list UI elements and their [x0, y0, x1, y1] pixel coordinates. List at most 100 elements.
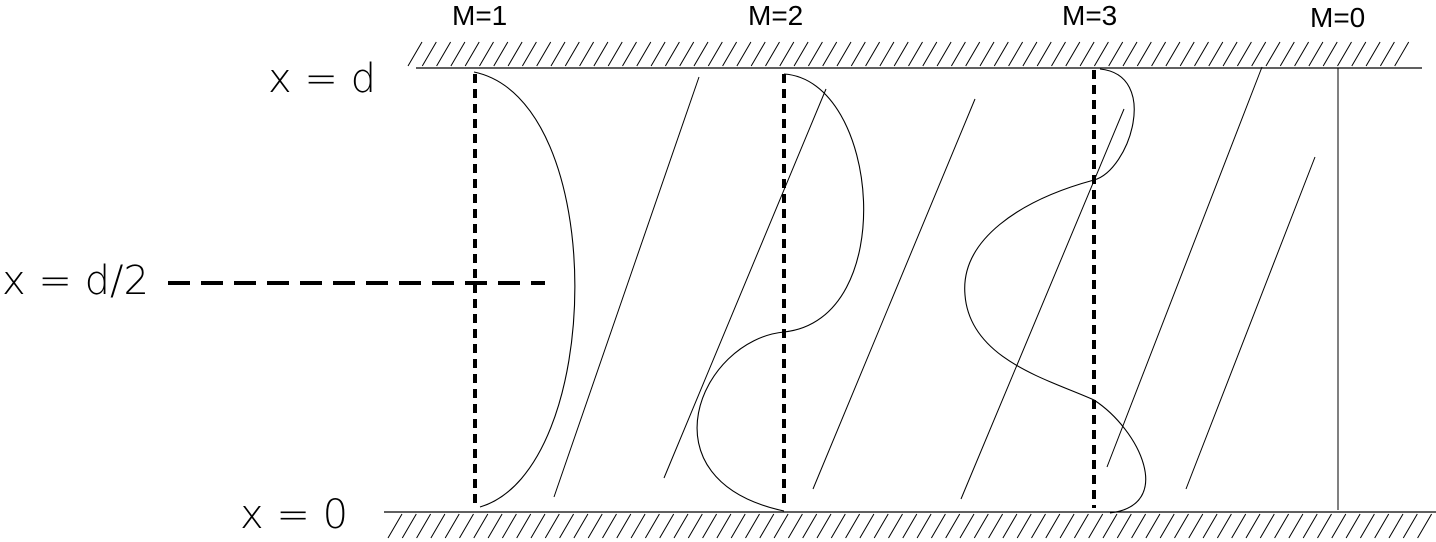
hatch-stroke	[387, 513, 403, 539]
hatch-stroke	[902, 513, 918, 539]
ray-line	[1106, 66, 1263, 468]
axis-label-bottom: x = 0	[240, 492, 348, 538]
hatch-stroke	[1359, 513, 1375, 539]
ray-line	[553, 76, 700, 498]
hatch-stroke	[822, 41, 838, 67]
hatch-stroke	[816, 513, 832, 539]
axis-label-middle: x = d/2	[2, 258, 149, 304]
hatch-stroke	[1231, 513, 1247, 539]
hatch-stroke	[908, 41, 923, 67]
ray-line	[812, 98, 976, 490]
hatch-stroke	[1145, 513, 1161, 539]
field-profile-m2	[696, 73, 865, 512]
hatch-stroke	[1108, 41, 1124, 67]
hatch-stroke	[673, 513, 689, 539]
hatch-stroke	[1365, 41, 1381, 67]
hatch-stroke	[636, 41, 652, 67]
hatch-stroke	[536, 41, 552, 67]
hatch-stroke	[1274, 513, 1290, 539]
hatch-stroke	[1159, 513, 1175, 539]
hatch-stroke	[850, 41, 866, 67]
ray-line	[663, 88, 827, 479]
hatch-stroke	[802, 513, 818, 539]
hatch-stroke	[644, 513, 660, 539]
hatch-stroke	[693, 41, 709, 67]
hatch-stroke	[1251, 41, 1267, 67]
hatch-stroke	[416, 513, 432, 539]
hatch-stroke	[836, 41, 852, 67]
hatch-stroke	[407, 41, 423, 67]
hatch-stroke	[1322, 41, 1338, 67]
bottom-wall-hatching	[387, 513, 1433, 539]
hatch-stroke	[1236, 41, 1252, 67]
hatch-stroke	[1331, 513, 1347, 539]
ray-line	[1185, 156, 1316, 490]
hatch-stroke	[865, 41, 881, 67]
hatch-stroke	[707, 41, 723, 67]
hatch-stroke	[1045, 513, 1061, 539]
hatch-stroke	[1194, 41, 1209, 67]
hatch-stroke	[1102, 513, 1118, 539]
hatch-stroke	[936, 41, 952, 67]
hatch-stroke	[1059, 513, 1075, 539]
hatch-stroke	[1179, 41, 1195, 67]
hatch-stroke	[1222, 41, 1238, 67]
hatch-stroke	[893, 41, 909, 67]
hatch-stroke	[1351, 41, 1367, 67]
hatch-stroke	[450, 41, 466, 67]
field-profile-m3	[964, 68, 1147, 514]
hatch-stroke	[1202, 513, 1218, 539]
hatch-stroke	[1279, 41, 1295, 67]
hatch-stroke	[988, 513, 1004, 539]
hatch-stroke	[716, 513, 732, 539]
hatch-stroke	[1208, 41, 1224, 67]
hatch-stroke	[564, 41, 580, 67]
hatch-stroke	[765, 41, 780, 67]
hatch-stroke	[830, 513, 846, 539]
hatch-stroke	[559, 513, 575, 539]
hatch-stroke	[501, 513, 517, 539]
hatch-stroke	[702, 513, 718, 539]
hatch-stroke	[1088, 513, 1104, 539]
hatch-stroke	[745, 513, 760, 539]
hatch-stroke	[1265, 41, 1281, 67]
hatch-stroke	[1379, 41, 1395, 67]
hatch-stroke	[1136, 41, 1152, 67]
hatch-stroke	[516, 513, 532, 539]
hatch-stroke	[859, 513, 875, 539]
axis-label-top: x = d	[268, 56, 376, 102]
hatch-stroke	[879, 41, 895, 67]
hatch-stroke	[664, 41, 680, 67]
hatch-stroke	[930, 513, 946, 539]
hatch-stroke	[1188, 513, 1204, 539]
hatch-stroke	[779, 41, 795, 67]
hatch-stroke	[1122, 41, 1138, 67]
hatch-stroke	[1245, 513, 1261, 539]
hatch-stroke	[401, 513, 417, 539]
hatch-stroke	[1374, 513, 1390, 539]
hatch-stroke	[530, 513, 546, 539]
hatch-stroke	[587, 513, 603, 539]
hatch-stroke	[736, 41, 752, 67]
hatch-stroke	[793, 41, 809, 67]
hatch-stroke	[473, 513, 489, 539]
hatch-stroke	[544, 513, 560, 539]
hatch-stroke	[421, 41, 437, 67]
hatch-stroke	[1065, 41, 1081, 67]
hatch-stroke	[1288, 513, 1304, 539]
hatch-stroke	[730, 513, 746, 539]
hatch-stroke	[1131, 513, 1147, 539]
hatch-stroke	[959, 513, 975, 539]
hatch-stroke	[1165, 41, 1181, 67]
hatch-stroke	[607, 41, 623, 67]
hatch-stroke	[973, 513, 989, 539]
hatch-stroke	[945, 513, 961, 539]
hatch-stroke	[1002, 513, 1018, 539]
hatch-stroke	[722, 41, 738, 67]
hatch-stroke	[616, 513, 632, 539]
hatch-stroke	[1388, 513, 1404, 539]
hatch-stroke	[916, 513, 932, 539]
hatch-stroke	[1079, 41, 1095, 67]
hatch-stroke	[950, 41, 966, 67]
